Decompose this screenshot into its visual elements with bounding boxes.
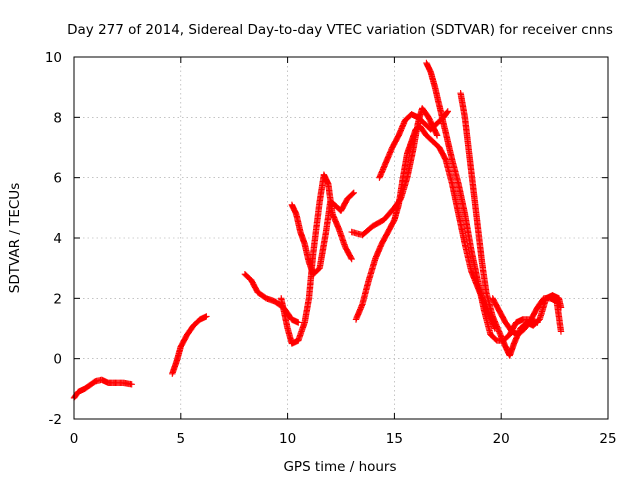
y-axis-label: SDTVAR / TECUs (7, 183, 23, 293)
series-seg-i (423, 59, 541, 344)
x-tick-label: 25 (599, 431, 616, 447)
y-tick-label: 10 (45, 50, 62, 66)
series-seg-g (352, 123, 498, 332)
y-tick-label: 2 (53, 291, 62, 307)
plot-frame (73, 56, 609, 420)
axis-ticks: 0 5 10 15 20 25 -2 0 2 4 6 8 10 (45, 50, 617, 447)
data-points (70, 59, 565, 402)
y-tick-label: 6 (53, 171, 62, 187)
x-tick-label: 15 (386, 431, 403, 447)
marker-path-seg-d (278, 171, 355, 347)
x-tick-label: 5 (177, 431, 186, 447)
x-tick-label: 10 (279, 431, 296, 447)
series-seg-e (288, 189, 357, 278)
y-tick-label: 8 (53, 110, 62, 126)
x-tick-label: 20 (493, 431, 510, 447)
marker-path-seg-b (169, 313, 210, 377)
series-seg-k (489, 295, 565, 338)
x-axis-label: GPS time / hours (283, 459, 396, 475)
x-tick-label: 0 (70, 431, 79, 447)
series-seg-d (278, 171, 355, 347)
y-tick-label: 0 (53, 352, 62, 368)
chart-title: Day 277 of 2014, Sidereal Day-to-day VTE… (67, 22, 613, 38)
marker-path-seg-g (352, 123, 498, 332)
marker-path-seg-i (423, 59, 541, 344)
marker-path-seg-k (489, 295, 565, 338)
y-tick-label: 4 (53, 231, 62, 247)
series-seg-b (169, 313, 210, 377)
marker-path-seg-e (288, 189, 357, 278)
y-tick-label: -2 (49, 412, 62, 428)
